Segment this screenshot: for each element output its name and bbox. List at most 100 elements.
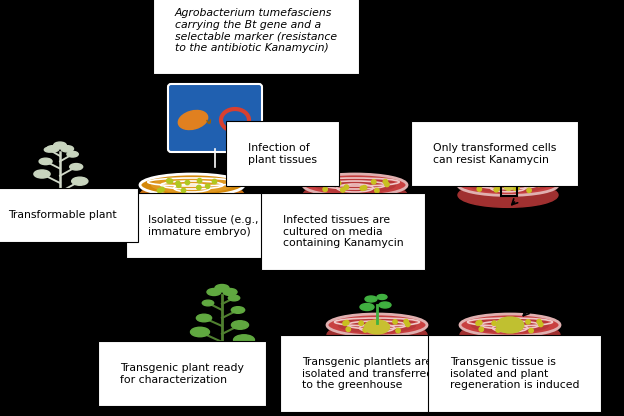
Circle shape: [477, 187, 482, 191]
Circle shape: [529, 328, 534, 333]
Circle shape: [197, 178, 202, 183]
Circle shape: [535, 180, 539, 184]
Circle shape: [396, 328, 400, 333]
Circle shape: [167, 178, 171, 183]
Circle shape: [474, 181, 479, 186]
Ellipse shape: [360, 304, 374, 310]
Circle shape: [363, 328, 368, 332]
Circle shape: [476, 321, 480, 325]
Circle shape: [185, 180, 190, 185]
Circle shape: [343, 321, 348, 325]
Ellipse shape: [303, 182, 407, 208]
Ellipse shape: [338, 317, 416, 332]
Circle shape: [477, 320, 482, 325]
Circle shape: [537, 319, 542, 324]
Ellipse shape: [207, 289, 221, 295]
Circle shape: [182, 188, 186, 193]
Ellipse shape: [232, 307, 245, 313]
Ellipse shape: [70, 163, 82, 170]
Circle shape: [537, 182, 541, 187]
Ellipse shape: [49, 207, 71, 213]
Ellipse shape: [379, 302, 391, 308]
Ellipse shape: [228, 295, 240, 301]
Ellipse shape: [365, 296, 377, 302]
Circle shape: [344, 320, 349, 325]
Circle shape: [385, 182, 389, 187]
Circle shape: [360, 186, 364, 191]
Circle shape: [168, 179, 173, 183]
Ellipse shape: [496, 317, 524, 333]
Text: Transgenic tissue is
isolated and plant
regeneration is induced: Transgenic tissue is isolated and plant …: [450, 357, 580, 390]
Circle shape: [160, 187, 164, 192]
Circle shape: [197, 185, 201, 190]
Ellipse shape: [152, 178, 232, 193]
Ellipse shape: [327, 314, 427, 336]
Circle shape: [157, 188, 162, 193]
Text: Transgenic plantlets are
isolated and transferred
to the greenhouse: Transgenic plantlets are isolated and tr…: [302, 357, 433, 390]
Circle shape: [319, 181, 324, 186]
Circle shape: [366, 325, 371, 329]
Circle shape: [384, 325, 388, 330]
Ellipse shape: [223, 289, 237, 295]
Circle shape: [359, 321, 363, 325]
Circle shape: [375, 188, 379, 193]
Circle shape: [363, 186, 367, 190]
Circle shape: [475, 181, 480, 185]
Polygon shape: [210, 370, 234, 390]
Ellipse shape: [504, 179, 514, 191]
Ellipse shape: [469, 178, 547, 192]
Text: Isolated tissue (e.g.,
immature embryo): Isolated tissue (e.g., immature embryo): [148, 215, 258, 237]
Circle shape: [406, 322, 410, 327]
Ellipse shape: [232, 321, 248, 329]
Polygon shape: [49, 210, 71, 226]
Text: Transgenic plant ready
for characterization: Transgenic plant ready for characterizat…: [120, 363, 244, 385]
Ellipse shape: [197, 314, 212, 322]
Ellipse shape: [377, 295, 387, 300]
Circle shape: [382, 326, 386, 330]
Circle shape: [490, 181, 494, 186]
Circle shape: [205, 184, 210, 188]
Ellipse shape: [314, 178, 395, 193]
Ellipse shape: [61, 146, 74, 152]
Circle shape: [212, 179, 217, 184]
Circle shape: [371, 180, 376, 184]
Circle shape: [336, 181, 341, 186]
Circle shape: [539, 322, 543, 327]
Circle shape: [404, 319, 408, 324]
Ellipse shape: [190, 327, 210, 337]
Circle shape: [524, 180, 529, 184]
Ellipse shape: [327, 322, 427, 348]
Circle shape: [344, 185, 349, 189]
Circle shape: [496, 328, 500, 332]
Ellipse shape: [458, 183, 558, 207]
Text: Infected tissues are
cultured on media
containing Kanamycin: Infected tissues are cultured on media c…: [283, 215, 404, 248]
Ellipse shape: [364, 320, 389, 334]
Ellipse shape: [140, 174, 244, 196]
Ellipse shape: [34, 170, 50, 178]
Circle shape: [527, 188, 531, 193]
Ellipse shape: [215, 285, 229, 292]
Ellipse shape: [233, 335, 255, 345]
Text: Transformable plant: Transformable plant: [8, 210, 117, 220]
Ellipse shape: [54, 142, 66, 149]
Circle shape: [526, 319, 530, 324]
Ellipse shape: [72, 177, 88, 185]
Ellipse shape: [458, 175, 558, 196]
Ellipse shape: [178, 111, 208, 129]
Ellipse shape: [140, 182, 244, 208]
Circle shape: [321, 181, 326, 185]
Ellipse shape: [67, 151, 78, 157]
Ellipse shape: [460, 314, 560, 336]
Circle shape: [177, 183, 181, 188]
FancyBboxPatch shape: [168, 84, 262, 152]
Circle shape: [393, 319, 397, 324]
Text: Infection of
plant tissues: Infection of plant tissues: [248, 143, 317, 165]
Bar: [500, 174, 517, 196]
Ellipse shape: [44, 147, 54, 152]
Ellipse shape: [460, 322, 560, 348]
Circle shape: [323, 187, 328, 191]
Ellipse shape: [202, 300, 213, 306]
Ellipse shape: [47, 146, 59, 152]
Ellipse shape: [303, 174, 407, 196]
Circle shape: [479, 327, 484, 332]
